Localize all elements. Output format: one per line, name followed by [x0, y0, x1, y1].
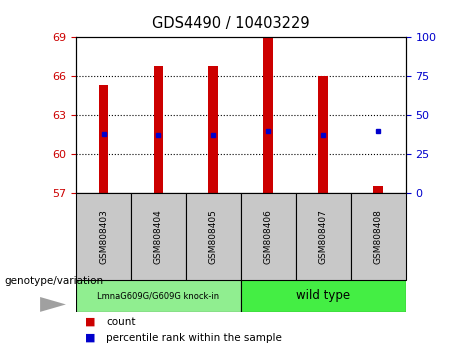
Text: GSM808406: GSM808406: [264, 209, 273, 264]
Bar: [208, 67, 219, 193]
Text: GSM808404: GSM808404: [154, 209, 163, 264]
Text: wild type: wild type: [296, 289, 350, 302]
Text: GDS4490 / 10403229: GDS4490 / 10403229: [152, 16, 309, 31]
Bar: [373, 187, 383, 193]
Bar: [99, 85, 108, 193]
Text: LmnaG609G/G609G knock-in: LmnaG609G/G609G knock-in: [97, 291, 219, 300]
Bar: [263, 37, 273, 193]
Text: genotype/variation: genotype/variation: [5, 276, 104, 286]
Bar: [76, 193, 131, 280]
Bar: [296, 193, 351, 280]
Text: GSM808408: GSM808408: [374, 209, 383, 264]
Polygon shape: [40, 297, 66, 312]
Text: ■: ■: [85, 333, 96, 343]
Bar: [76, 280, 241, 312]
Text: GSM808405: GSM808405: [209, 209, 218, 264]
Bar: [186, 193, 241, 280]
Text: GSM808407: GSM808407: [319, 209, 328, 264]
Bar: [351, 193, 406, 280]
Bar: [241, 280, 406, 312]
Text: GSM808403: GSM808403: [99, 209, 108, 264]
Text: ■: ■: [85, 317, 96, 327]
Bar: [241, 193, 296, 280]
Bar: [319, 76, 328, 193]
Bar: [131, 193, 186, 280]
Bar: [154, 67, 163, 193]
Text: count: count: [106, 317, 136, 327]
Text: percentile rank within the sample: percentile rank within the sample: [106, 333, 282, 343]
